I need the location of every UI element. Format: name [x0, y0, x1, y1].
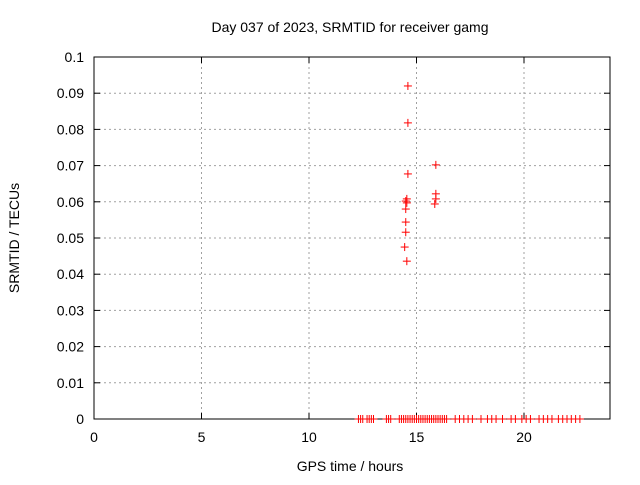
data-point — [575, 415, 584, 423]
data-point — [400, 243, 409, 252]
data-point — [403, 118, 412, 127]
y-tick-label: 0.09 — [57, 85, 84, 101]
plot-border — [93, 56, 611, 420]
y-tick-label: 0.02 — [57, 339, 84, 355]
x-axis-label: GPS time / hours — [297, 458, 404, 474]
y-tick-label: 0.1 — [65, 49, 85, 65]
x-tick-label: 5 — [198, 429, 206, 445]
y-tick-label: 0.08 — [57, 121, 84, 137]
y-tick-label: 0.06 — [57, 194, 84, 210]
chart-title: Day 037 of 2023, SRMTID for receiver gam… — [211, 19, 488, 35]
data-points — [354, 81, 584, 423]
data-point — [526, 415, 535, 423]
grid — [94, 57, 610, 419]
data-point — [386, 415, 395, 423]
y-tick-label: 0.07 — [57, 158, 84, 174]
data-point — [401, 197, 410, 206]
y-axis-label: SRMTID / TECUs — [6, 183, 22, 293]
data-point — [431, 160, 440, 169]
data-point — [431, 194, 440, 203]
x-tick-label: 15 — [409, 429, 425, 445]
data-point — [442, 415, 451, 423]
data-point — [401, 205, 410, 214]
data-point — [402, 257, 411, 266]
data-point — [401, 218, 410, 227]
y-tick-label: 0.05 — [57, 230, 84, 246]
x-tick-label: 0 — [90, 429, 98, 445]
data-point — [401, 228, 410, 237]
y-tick-label: 0.04 — [57, 266, 84, 282]
x-tick-label: 10 — [301, 429, 317, 445]
data-point — [430, 199, 439, 208]
data-point — [403, 169, 412, 178]
axis-ticks: 0 5 10 15 20 0 0.01 0.02 0.03 0.04 0.05 0.06 0.07 0.0… — [57, 49, 610, 445]
data-point — [402, 198, 411, 207]
data-point — [498, 415, 507, 423]
data-point — [468, 415, 477, 423]
y-tick-label: 0.01 — [57, 375, 84, 391]
x-tick-label: 20 — [516, 429, 532, 445]
y-tick-label: 0 — [76, 411, 84, 427]
y-tick-label: 0.03 — [57, 302, 84, 318]
data-point — [369, 415, 378, 423]
data-point — [403, 81, 412, 90]
